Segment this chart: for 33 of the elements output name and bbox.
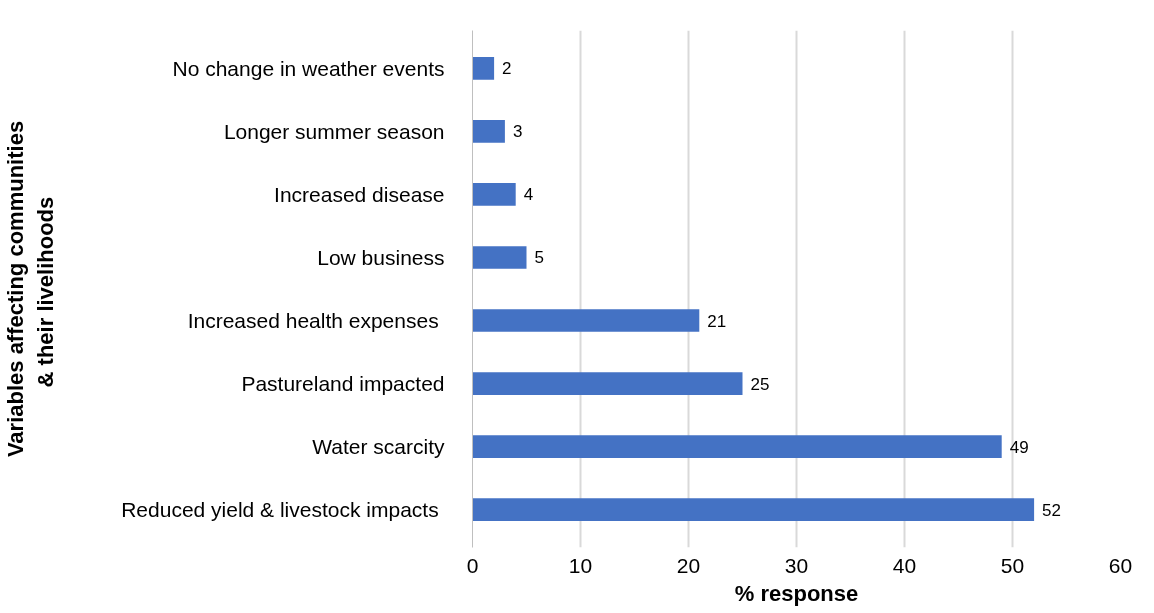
bar: [472, 183, 516, 206]
data-label: 5: [534, 248, 544, 268]
data-label: 49: [1009, 437, 1029, 457]
data-label: 52: [1042, 500, 1062, 520]
x-axis-title: % response: [734, 580, 859, 606]
y-tick-label: Water scarcity: [312, 435, 445, 459]
data-label: 25: [750, 374, 770, 394]
y-tick-label: Pastureland impacted: [241, 372, 445, 396]
bar: [472, 498, 1035, 522]
x-tick-label: 10: [568, 553, 593, 577]
bar: [472, 56, 495, 80]
y-tick-label: Longer summer season: [223, 119, 445, 143]
bar: [472, 120, 505, 143]
data-label: 3: [512, 122, 523, 142]
bar: [472, 372, 743, 395]
bar: [472, 435, 1002, 458]
x-tick-label: 60: [1108, 553, 1133, 577]
y-tick-label: Reduced yield & livestock impacts: [121, 498, 439, 522]
x-tick-label: 30: [784, 553, 809, 577]
data-label: 4: [523, 185, 534, 205]
bar: [472, 309, 700, 332]
y-tick-label: Low business: [317, 245, 445, 269]
data-label: 2: [502, 59, 512, 79]
y-axis-title: Variables affecting communities & their livelihoods: [3, 120, 59, 458]
y-tick-label: Increased health expenses: [187, 309, 439, 333]
x-tick-label: 40: [892, 553, 917, 577]
bar: [472, 246, 527, 269]
y-tick-label: Increased disease: [274, 182, 445, 206]
y-tick-label: No change in weather events: [172, 56, 445, 80]
data-label: 21: [707, 311, 727, 331]
x-tick-label: 0: [466, 553, 479, 577]
x-tick-label: 50: [1000, 553, 1025, 577]
x-tick-label: 20: [676, 553, 701, 577]
